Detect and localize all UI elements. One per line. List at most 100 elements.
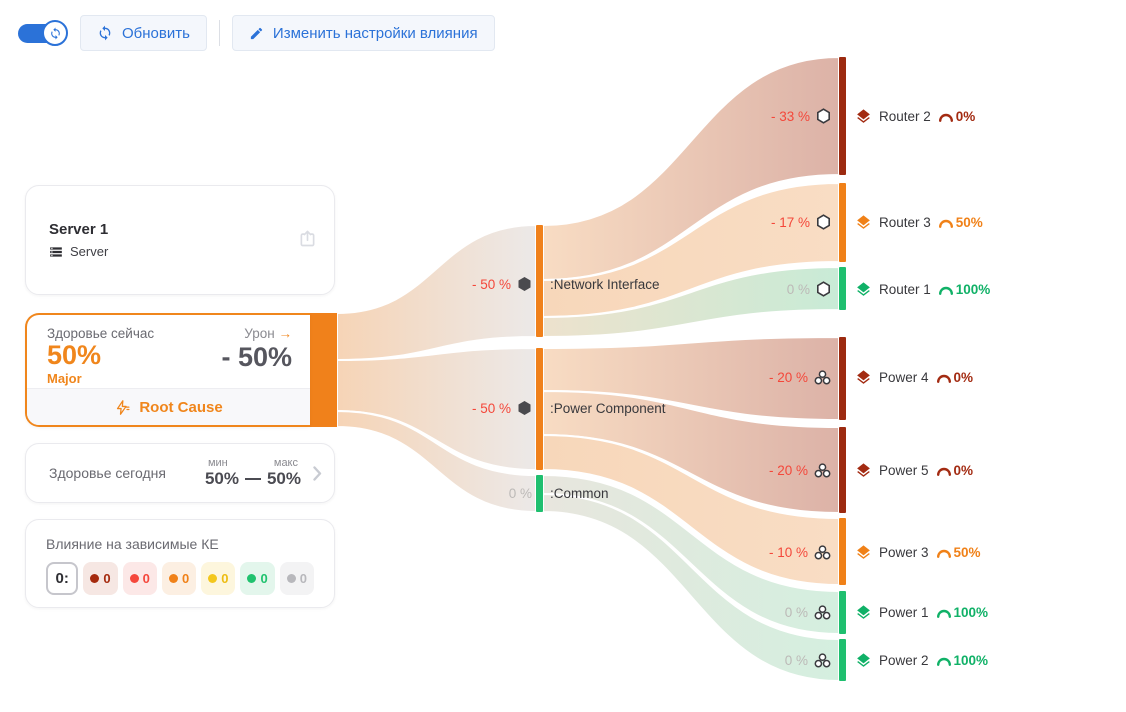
counter-warning[interactable]: 0 <box>201 562 236 595</box>
node-bar-power-4[interactable] <box>839 337 846 420</box>
hexagon-icon <box>518 277 531 291</box>
critical-dot-icon <box>90 574 100 583</box>
node-label-router-2[interactable]: Router 2 0% <box>855 102 975 130</box>
layers-icon <box>857 214 870 229</box>
major-dot-icon <box>168 574 178 583</box>
toolbar-divider <box>218 20 220 46</box>
severity-badge: Major <box>47 370 82 386</box>
node-bar-power-2[interactable] <box>839 639 846 681</box>
health-today-card[interactable]: Здоровье сегодня мин макс 50% 50% <box>25 443 335 503</box>
flow-server-common <box>336 410 537 513</box>
influence-card: Влияние на зависимые КЕ 0: 0 0 0 0 0 0 <box>25 519 335 608</box>
counter-high[interactable]: 0 <box>122 562 157 595</box>
node-label-power-component[interactable]: :Power Component <box>550 400 666 416</box>
entity-type-label: Server <box>70 244 109 259</box>
chevron-right-icon[interactable] <box>313 465 322 481</box>
flow-damage-router-3: - 17 % <box>721 208 831 236</box>
sankey-flows-right <box>542 56 840 682</box>
node-bar-router-2[interactable] <box>839 57 846 175</box>
node-label-router-1[interactable]: Router 1 100% <box>855 275 990 303</box>
warning-dot-icon <box>208 574 218 583</box>
refresh-label: Обновить <box>122 24 190 42</box>
flow-pc-power4 <box>542 336 840 421</box>
toolbar: Обновить Изменить настройки влияния <box>16 14 495 52</box>
health-now-card: Здоровье сейчас 50% Major Урон → - 50% R… <box>25 313 310 427</box>
range-dash <box>244 478 261 480</box>
hexagon-outline-icon <box>816 108 830 124</box>
health-gauge: 50% <box>938 215 983 230</box>
min-value: 50% <box>204 469 239 488</box>
auto-refresh-toggle[interactable] <box>16 19 68 47</box>
root-cause-button[interactable]: Root Cause <box>27 388 310 425</box>
health-gauge: 50% <box>936 545 981 560</box>
health-main: Здоровье сейчас 50% Major Урон → - 50% <box>27 315 310 386</box>
flow-damage-power-3: - 10 % <box>721 538 831 566</box>
cluster-icon <box>814 604 831 619</box>
layers-icon <box>857 604 870 619</box>
flow-damage-router-2: - 33 % <box>721 102 831 130</box>
counter-ok[interactable]: 0 <box>240 562 275 595</box>
node-bar-server[interactable] <box>309 313 337 427</box>
node-bar-common[interactable] <box>536 475 543 512</box>
node-label-router-3[interactable]: Router 3 50% <box>855 208 983 236</box>
counter-critical[interactable]: 0 <box>83 562 118 595</box>
counter-none[interactable]: 0 <box>279 562 314 595</box>
node-bar-power-3[interactable] <box>839 518 846 585</box>
flow-common-power2 <box>542 493 840 682</box>
health-gauge-icon <box>938 286 953 295</box>
flow-damage-power-component: - 50 % <box>422 394 532 422</box>
layers-icon <box>857 369 870 384</box>
node-bar-power-1[interactable] <box>839 591 846 634</box>
refresh-button[interactable]: Обновить <box>80 15 207 51</box>
node-label-common[interactable]: :Common <box>550 485 609 501</box>
node-label-power-1[interactable]: Power 1 100% <box>855 598 988 626</box>
node-bar-power-5[interactable] <box>839 427 846 513</box>
root-cause-label: Root Cause <box>139 398 223 416</box>
hexagon-outline-icon <box>816 214 830 230</box>
counter-major[interactable]: 0 <box>161 562 197 595</box>
node-label-network-interface[interactable]: :Network Interface <box>550 276 660 292</box>
edit-influence-button[interactable]: Изменить настройки влияния <box>231 15 495 51</box>
entity-card: Server 1 Server <box>25 185 335 295</box>
min-label: мин <box>207 457 228 469</box>
node-label-power-3[interactable]: Power 3 50% <box>855 538 981 566</box>
flow-damage-network-interface: - 50 % <box>422 270 532 298</box>
node-label-power-2[interactable]: Power 2 100% <box>855 646 988 674</box>
layers-icon <box>857 281 870 296</box>
node-bar-router-1[interactable] <box>839 267 846 310</box>
health-now-value: 50% <box>47 340 102 370</box>
node-bar-network-interface[interactable] <box>536 225 543 337</box>
node-bar-router-3[interactable] <box>839 183 846 262</box>
health-today-label: Здоровье сегодня <box>49 465 166 481</box>
pencil-icon <box>250 27 263 39</box>
health-gauge: 0% <box>936 370 973 385</box>
cluster-icon <box>814 369 831 384</box>
flow-damage-power-1: 0 % <box>721 598 831 626</box>
sankey-flows-source <box>336 224 537 513</box>
server-icon <box>50 246 62 257</box>
toggle-knob <box>42 20 68 46</box>
health-now-label: Здоровье сейчас <box>47 326 155 341</box>
max-value: 50% <box>266 469 301 488</box>
health-gauge: 100% <box>936 605 988 620</box>
cluster-icon <box>814 652 831 667</box>
flow-damage-power-4: - 20 % <box>721 363 831 391</box>
influence-prefix[interactable]: 0: <box>46 562 79 595</box>
health-gauge-icon <box>936 609 951 618</box>
lightning-icon <box>117 399 130 415</box>
damage-value: - 50% <box>221 342 292 372</box>
health-gauge-icon <box>936 467 951 476</box>
node-label-power-5[interactable]: Power 5 0% <box>855 456 973 484</box>
edit-influence-label: Изменить настройки влияния <box>272 24 478 42</box>
entity-title: Server 1 <box>49 221 109 238</box>
node-label-power-4[interactable]: Power 4 0% <box>855 363 973 391</box>
hexagon-outline-icon <box>816 281 830 297</box>
node-bar-power-component[interactable] <box>536 348 543 470</box>
flow-damage-common: 0 % <box>508 485 532 501</box>
flow-server-network-interface <box>336 224 537 361</box>
none-dot-icon <box>286 574 296 583</box>
health-gauge-icon <box>938 219 953 228</box>
layers-icon <box>857 108 870 123</box>
open-object-icon[interactable] <box>297 228 318 249</box>
